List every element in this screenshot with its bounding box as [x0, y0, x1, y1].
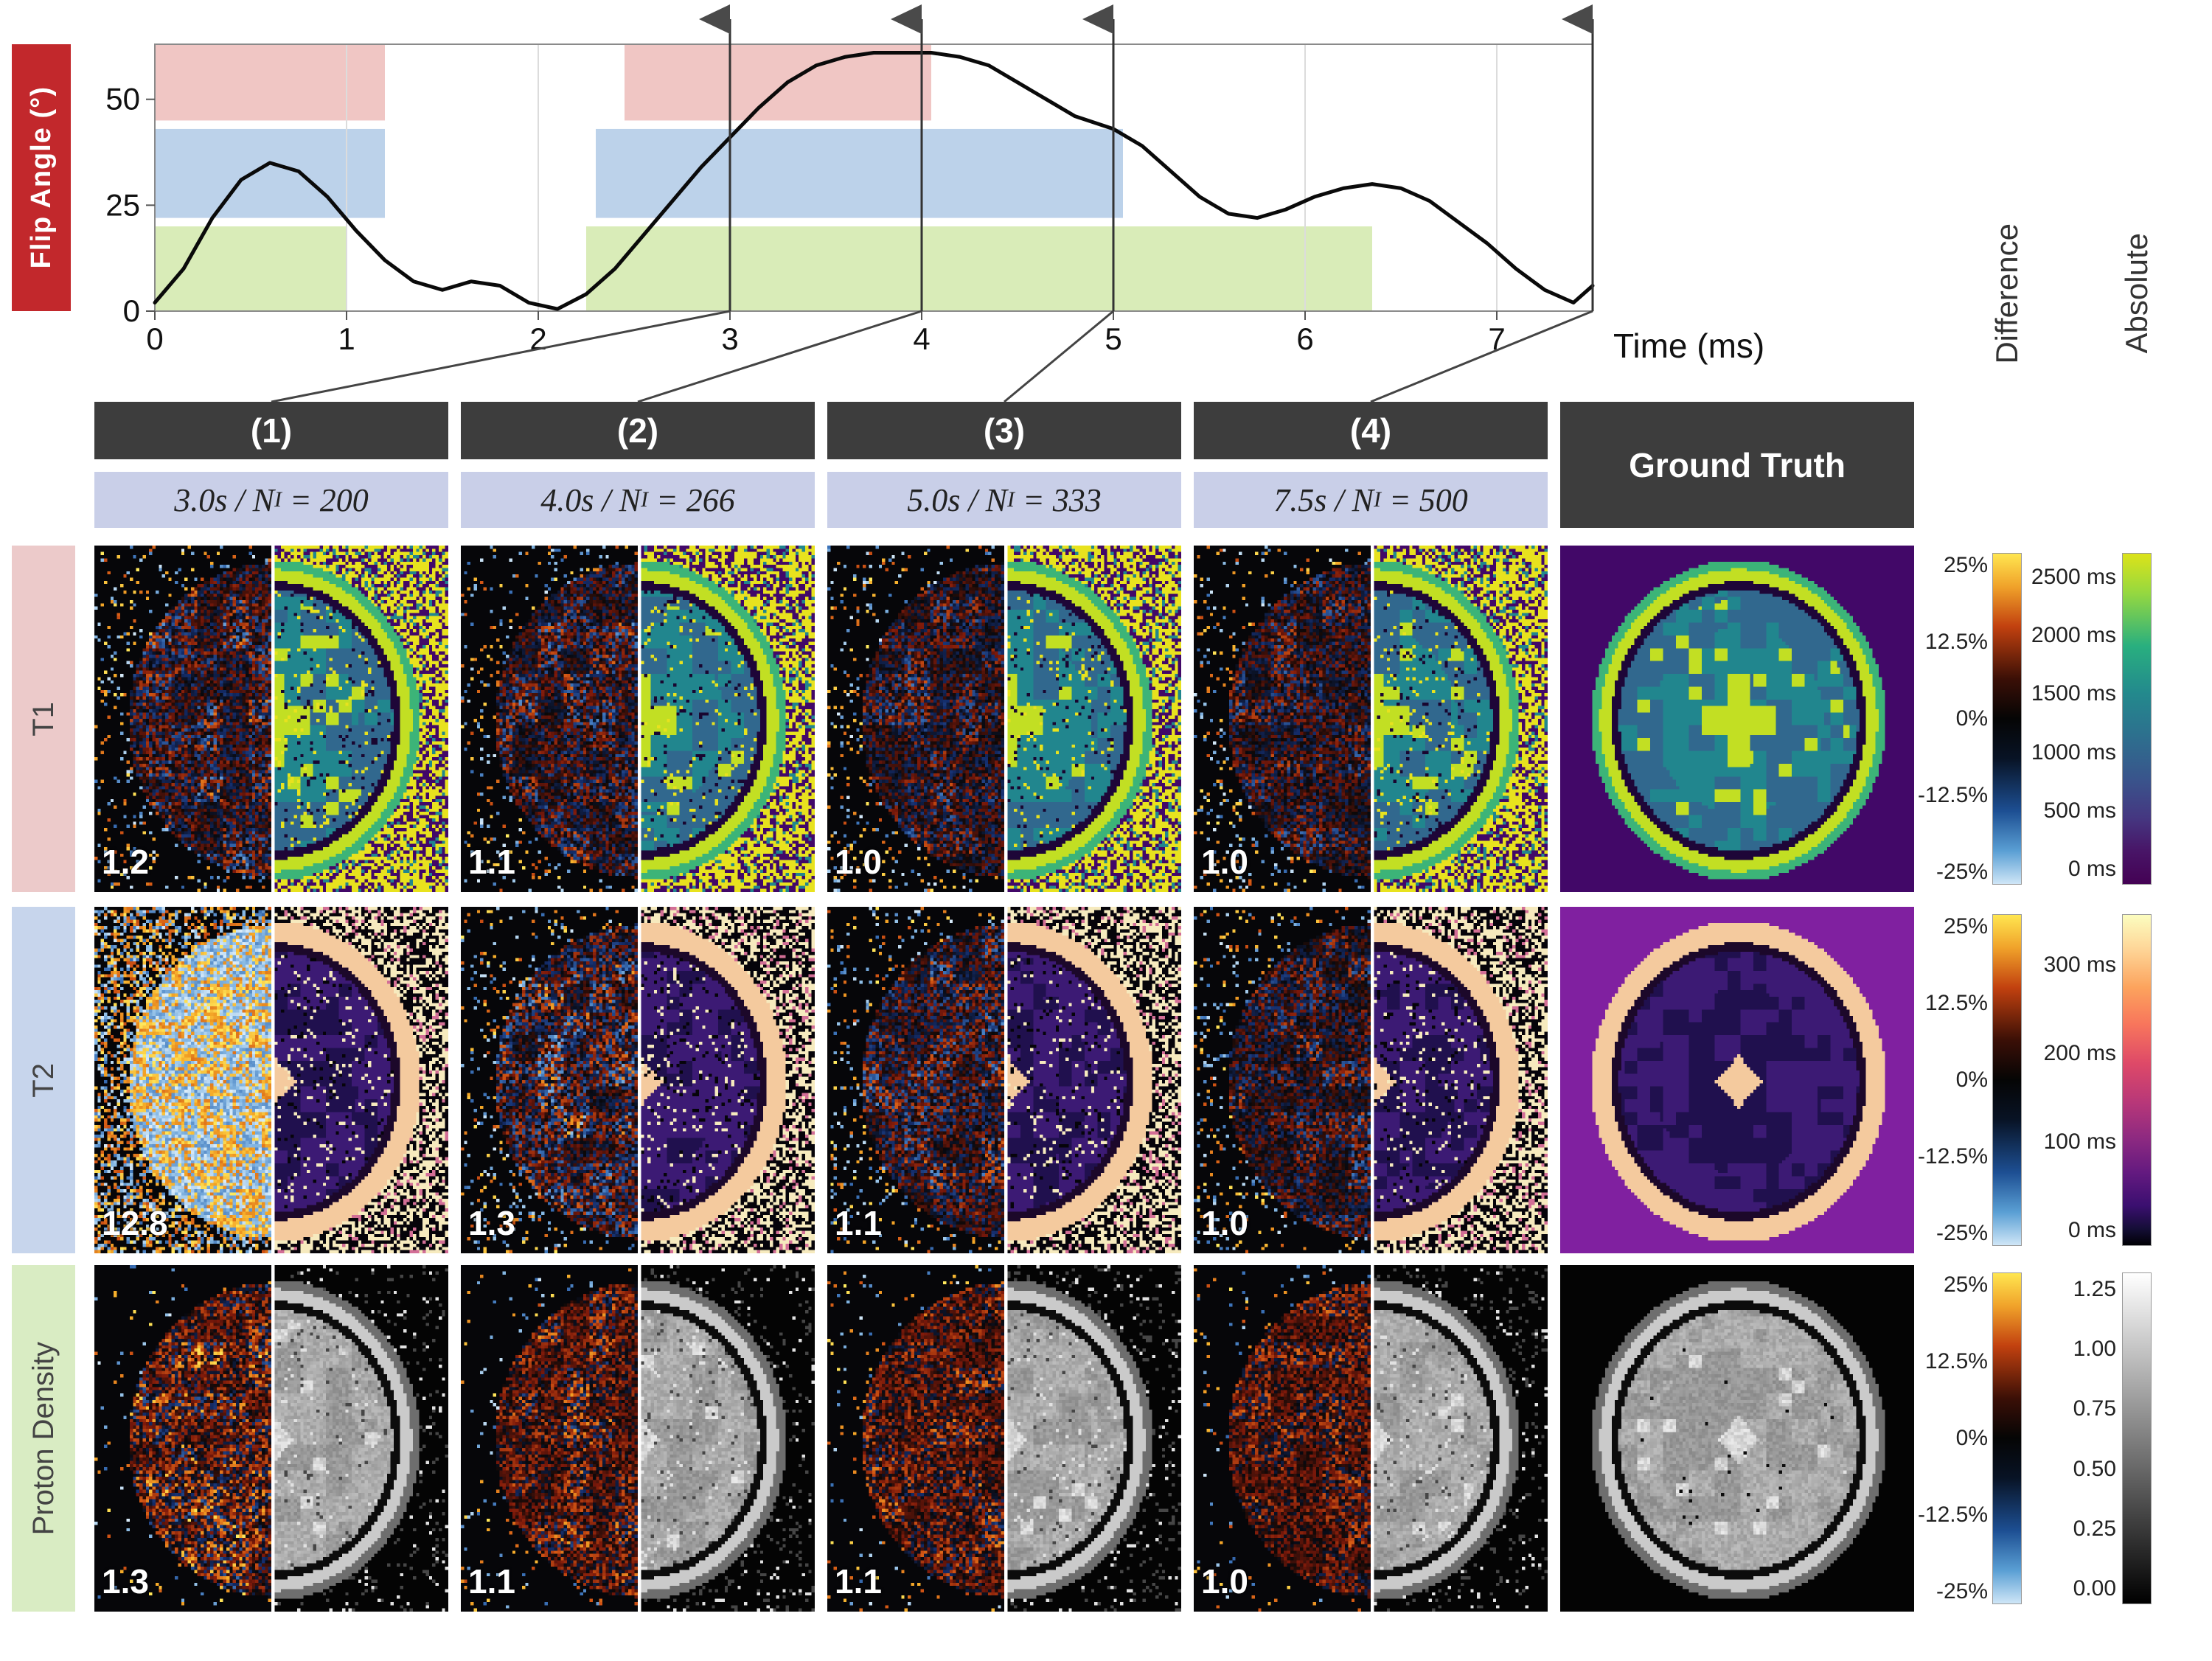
pd-col2-metric: 1.1 — [468, 1562, 515, 1601]
svg-text:0: 0 — [123, 293, 140, 328]
subheader-2-eq: = — [648, 481, 686, 518]
subheader-1-count: 200 — [319, 481, 369, 518]
t1-col4-metric: 1.0 — [1201, 843, 1248, 881]
row-label-proton-density: Proton Density — [12, 1265, 75, 1612]
svg-text:5: 5 — [1105, 321, 1121, 356]
flip-angle-axis-label: Flip Angle (°) — [25, 86, 57, 269]
t1-col2-map — [461, 546, 815, 892]
subheader-2-count: 266 — [686, 481, 735, 518]
column-header-1: (1) — [94, 402, 448, 459]
subheader-3-sep: / — [960, 481, 986, 518]
flip-angle-time-chart: 0 1 2 3 4 5 6 7 0 25 50 — [105, 4, 1595, 403]
t2-col4-map — [1194, 907, 1548, 1253]
subheader-3-eq: = — [1015, 481, 1053, 518]
t2-col3-map — [827, 907, 1181, 1253]
pd-col1-metric: 1.3 — [102, 1562, 149, 1601]
pd-col4-metric: 1.0 — [1201, 1562, 1248, 1601]
pd-col1-map — [94, 1265, 448, 1612]
t2-col3-metric: 1.1 — [835, 1204, 882, 1242]
pd-difference-ticks: 25% 12.5% 0% -12.5% -25% — [1917, 1272, 1988, 1603]
t2-absolute-colorbar — [2122, 914, 2152, 1246]
t1-absolute-ticks: 2500 ms 2000 ms 1500 ms 1000 ms 500 ms 0 ms — [2031, 565, 2116, 881]
t1-difference-ticks: 25% 12.5% 0% -12.5% -25% — [1917, 553, 1988, 884]
subheader-4-duration: 7.5s — [1273, 481, 1327, 518]
t2-col2-metric: 1.3 — [468, 1204, 515, 1242]
pd-col3-map — [827, 1265, 1181, 1612]
row-label-t1: T1 — [12, 546, 75, 892]
svg-text:25: 25 — [105, 187, 140, 222]
svg-text:7: 7 — [1488, 321, 1505, 356]
subheader-3-symbol: N — [985, 481, 1007, 518]
difference-column-title: Difference — [1989, 223, 2024, 364]
t2-difference-ticks: 25% 12.5% 0% -12.5% -25% — [1917, 914, 1988, 1245]
t2-col1-metric: 12.8 — [102, 1204, 168, 1242]
t1-col3-metric: 1.0 — [835, 843, 882, 881]
pd-col2-map — [461, 1265, 815, 1612]
svg-text:50: 50 — [105, 82, 140, 116]
t2-absolute-ticks: 300 ms 200 ms 100 ms 0 ms — [2043, 953, 2116, 1242]
pd-absolute-ticks: 1.25 1.00 0.75 0.50 0.25 0.00 — [2073, 1277, 2116, 1601]
subheader-1-symbol: N — [252, 481, 274, 518]
absolute-column-title: Absolute — [2119, 233, 2154, 354]
svg-text:3: 3 — [721, 321, 738, 356]
t2-ground-truth-map — [1560, 907, 1914, 1253]
subheader-4-symbol: N — [1352, 481, 1374, 518]
t2-col1-map — [94, 907, 448, 1253]
pd-difference-colorbar — [1992, 1272, 2022, 1604]
subheader-1-eq: = — [282, 481, 320, 518]
flip-angle-axis-label-box: Flip Angle (°) — [12, 44, 71, 311]
svg-text:4: 4 — [913, 321, 930, 356]
subheader-2-symbol: N — [619, 481, 641, 518]
pd-ground-truth-map — [1560, 1265, 1914, 1612]
t1-col3-map — [827, 546, 1181, 892]
subheader-2-duration: 4.0s — [540, 481, 594, 518]
pd-col4-map — [1194, 1265, 1548, 1612]
t1-ground-truth-map — [1560, 546, 1914, 892]
t2-col2-map — [461, 907, 815, 1253]
subheader-1-sep: / — [227, 481, 253, 518]
t1-difference-colorbar — [1992, 553, 2022, 885]
pd-absolute-colorbar — [2122, 1272, 2152, 1604]
row-label-t2: T2 — [12, 907, 75, 1253]
subheader-4-count: 500 — [1419, 481, 1468, 518]
svg-text:2: 2 — [529, 321, 546, 356]
subheader-3-count: 333 — [1052, 481, 1102, 518]
svg-text:0: 0 — [146, 321, 163, 356]
column-header-3: (3) — [827, 402, 1181, 459]
subheader-4-sep: / — [1326, 481, 1352, 518]
t2-col4-metric: 1.0 — [1201, 1204, 1248, 1242]
t1-absolute-colorbar — [2122, 553, 2152, 885]
svg-text:6: 6 — [1296, 321, 1313, 356]
column-header-4: (4) — [1194, 402, 1548, 459]
t2-difference-colorbar — [1992, 914, 2022, 1246]
ground-truth-header: Ground Truth — [1560, 402, 1914, 528]
t1-col1-metric: 1.2 — [102, 843, 149, 881]
subheader-2-sep: / — [594, 481, 619, 518]
subheader-3-duration: 5.0s — [907, 481, 961, 518]
subheader-1-duration: 3.0s — [174, 481, 228, 518]
t1-col4-map — [1194, 546, 1548, 892]
t1-col2-metric: 1.1 — [468, 843, 515, 881]
subheader-4-eq: = — [1381, 481, 1419, 518]
t1-col1-map — [94, 546, 448, 892]
svg-text:1: 1 — [338, 321, 355, 356]
column-header-2: (2) — [461, 402, 815, 459]
time-axis-label: Time (ms) — [1613, 327, 1765, 365]
pd-col3-metric: 1.1 — [835, 1562, 882, 1601]
